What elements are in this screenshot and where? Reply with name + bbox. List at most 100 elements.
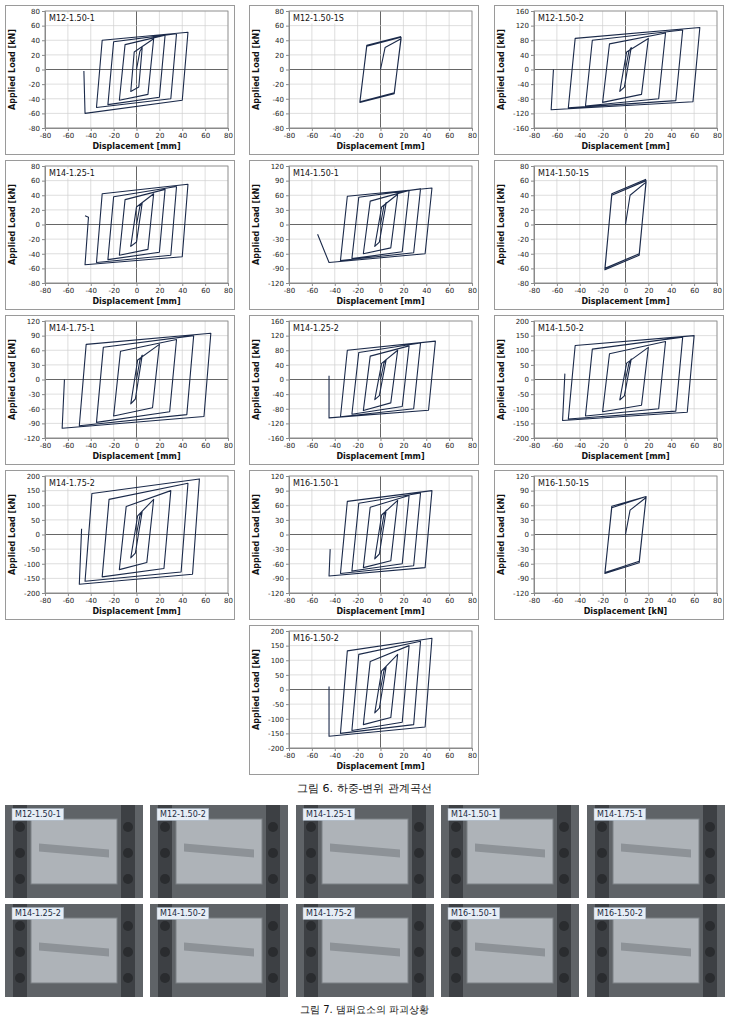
panel-title-group: M14-1.75-1 [48,324,96,334]
photo-bolt [597,874,607,884]
y-tick-label: 40 [275,37,284,45]
y-tick-mark [42,593,45,594]
x-tick-label: 20 [155,132,164,140]
grid-line-y [289,660,472,661]
x-axis-title: Displacement [mm] [336,607,424,616]
x-tick-label: 80 [224,132,233,140]
y-tick-mark [286,84,289,85]
panel: -80-60-40-20020406080-80-60-40-200204060… [250,6,479,155]
photo-bolt [15,973,25,983]
y-tick-mark [531,40,534,41]
x-tick-label: -80 [40,287,51,295]
y-tick-label: 160 [271,318,284,326]
y-axis-line [531,167,535,284]
photo-damper [39,844,109,858]
plot-frame [534,166,717,283]
x-tick: 60 [445,748,454,760]
photo-label-bg [594,908,646,920]
x-tick-label: -40 [86,287,97,295]
grid-line-y [534,505,717,506]
y-tick-label: 80 [275,8,284,16]
grid-line-y [289,423,472,424]
x-tick-mark [426,438,427,441]
x-tick-label: -60 [63,442,74,450]
y-tick-mark [286,321,289,322]
y-axis-line [286,477,290,594]
photo-label-bg [303,908,355,920]
y-tick-label: -120 [24,435,40,443]
x-tick: 80 [224,438,233,450]
x-tick-mark [114,593,115,596]
x-tick-mark [159,438,160,441]
x-tick: 60 [690,128,699,140]
panel-title-bg [292,479,340,489]
x-tick: -40 [330,748,341,760]
y-tick: 40 [520,192,534,200]
x-tick-label: -60 [307,132,318,140]
plot-area [605,179,646,270]
y-tick-mark [286,578,289,579]
panel-title-group: M14-1.25-1 [48,169,96,179]
x-tick: -40 [86,593,97,605]
y-tick-label: 120 [271,332,284,340]
y-tick: 200 [516,318,534,326]
x-tick: 0 [379,593,383,605]
x-tick-label: 80 [713,442,722,450]
x-tick-mark [91,283,92,286]
y-tick-label: 90 [275,487,284,495]
y-tick-mark [286,549,289,550]
y-tick-mark [42,55,45,56]
photo-bolt [160,822,170,832]
x-tick-mark [717,128,718,131]
y-tick: -40 [518,250,534,258]
x-tick: 0 [379,128,383,140]
photo-damper [621,943,691,957]
y-tick: -40 [29,95,45,103]
panel-frame [6,316,235,465]
y-tick-label: -80 [518,280,529,288]
x-tick: -20 [597,128,608,140]
y-tick: 150 [27,487,45,495]
panel-title: M14-1.75-1 [49,324,95,333]
x-tick-label: -80 [284,752,295,760]
x-tick-mark [114,283,115,286]
panel-title-group: M14-1.25-2 [292,324,340,334]
x-tick: -80 [40,593,51,605]
y-tick-mark [286,660,289,661]
y-tick: -120 [513,110,534,118]
grid-line-y [45,563,228,564]
photo-damper [621,844,691,858]
x-tick: -20 [352,283,363,295]
y-tick-mark [286,535,289,536]
x-tick-mark [472,283,473,286]
x-tick-label: -80 [529,287,540,295]
y-tick-label: -80 [273,405,284,413]
x-tick-mark [626,438,627,441]
photo-bolt [123,973,133,983]
grid [534,321,717,438]
y-axis-line [531,477,535,594]
y-tick: 80 [520,163,534,171]
x-axis-title: Displacement [mm] [92,452,180,461]
panel-frame [6,161,235,310]
y-tick-label: -150 [24,575,40,583]
x-tick-label: 60 [201,442,210,450]
grid-line-y [45,505,228,506]
panel-frame [250,6,479,155]
x-tick-mark [205,593,206,596]
x-tick: -60 [307,128,318,140]
grid-line-y [289,253,472,254]
x-tick-label: 60 [445,442,454,450]
panel-title: M16-1.50-1S [538,479,589,488]
y-tick-label: 0 [525,221,529,229]
y-tick-mark [286,491,289,492]
x-tick-mark [626,283,627,286]
y-tick: 20 [31,207,45,215]
grid-line-y [534,98,717,99]
x-tick-label: -20 [108,442,119,450]
x-tick-label: -80 [529,442,540,450]
photo-label-bg [594,809,646,821]
panel: -80-60-40-20020406080-120-90-60-30030609… [495,471,724,620]
y-tick: 100 [516,347,534,355]
x-tick-mark [426,128,427,131]
